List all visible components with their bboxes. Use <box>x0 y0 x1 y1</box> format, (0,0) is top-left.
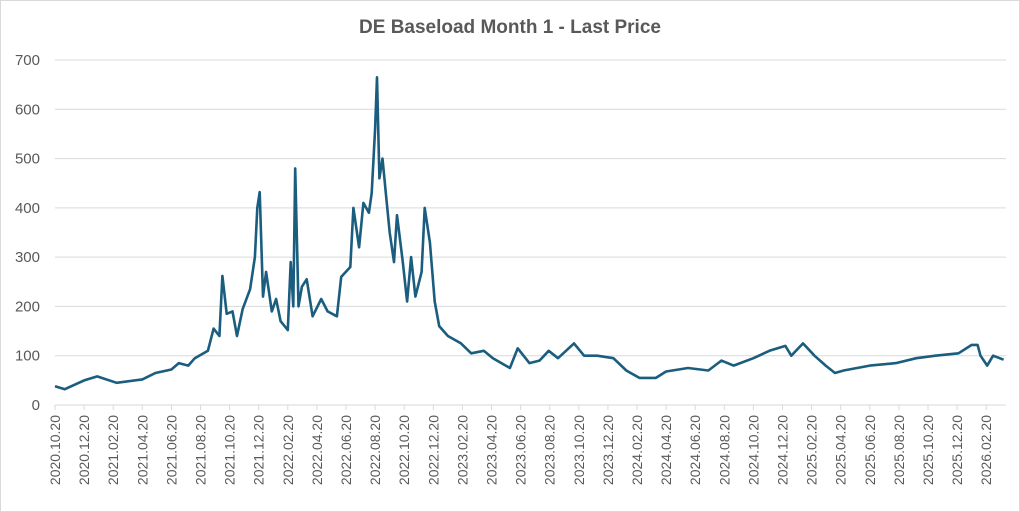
x-tick-label: 2025.06.20 <box>862 415 878 485</box>
y-tick-label: 600 <box>15 101 40 118</box>
x-axis: 2020.10.20 2020.12.20 2021.02.20 2021.04.20… <box>47 405 994 485</box>
x-tick-label: 2023.08.20 <box>542 415 558 485</box>
x-tick-label: 2022.10.20 <box>396 415 412 485</box>
x-tick-label: 2021.06.20 <box>163 415 179 485</box>
y-tick-label: 300 <box>15 249 40 266</box>
x-tick-label: 2022.06.20 <box>338 415 354 485</box>
x-tick-label: 2023.10.20 <box>571 415 587 485</box>
gridlines <box>55 59 1006 406</box>
x-tick-label: 2021.10.20 <box>222 415 238 485</box>
price-series-line <box>54 76 1005 391</box>
plot-area <box>54 76 1005 391</box>
x-tick-label: 2025.12.20 <box>949 415 965 485</box>
x-tick-label: 2021.02.20 <box>105 415 121 485</box>
x-tick-label: 2023.06.20 <box>513 415 529 485</box>
x-tick-label: 2025.04.20 <box>833 415 849 485</box>
x-tick-label: 2023.04.20 <box>484 415 500 485</box>
x-tick-label: 2023.02.20 <box>454 415 470 485</box>
x-tick-label: 2024.04.20 <box>658 415 674 485</box>
chart-title: DE Baseload Month 1 - Last Price <box>359 17 661 38</box>
x-tick-label: 2025.10.20 <box>920 415 936 485</box>
x-tick-label: 2025.08.20 <box>891 415 907 485</box>
y-tick-label: 100 <box>15 348 40 365</box>
x-tick-label: 2021.08.20 <box>193 415 209 485</box>
y-tick-label: 400 <box>15 200 40 217</box>
x-tick-label: 2024.10.20 <box>745 415 761 485</box>
x-tick-label: 2023.12.20 <box>600 415 616 485</box>
x-tick-label: 2026.02.20 <box>978 415 994 485</box>
y-tick-label: 200 <box>15 298 40 315</box>
x-tick-label: 2020.10.20 <box>47 415 63 485</box>
x-tick-label: 2024.08.20 <box>716 415 732 485</box>
x-tick-label: 2022.08.20 <box>367 415 383 485</box>
y-tick-label: 0 <box>32 397 40 414</box>
x-tick-label: 2022.02.20 <box>280 415 296 485</box>
x-tick-label: 2024.12.20 <box>775 415 791 485</box>
x-tick-label: 2025.02.20 <box>804 415 820 485</box>
x-tick-label: 2024.02.20 <box>629 415 645 485</box>
x-tick-label: 2021.12.20 <box>251 415 267 485</box>
y-tick-label: 700 <box>15 52 40 69</box>
y-tick-label: 500 <box>15 151 40 168</box>
x-tick-label: 2022.12.20 <box>425 415 441 485</box>
x-tick-label: 2024.06.20 <box>687 415 703 485</box>
y-axis: 0 100 200 300 400 500 600 700 <box>15 52 40 414</box>
x-tick-label: 2021.04.20 <box>134 415 150 485</box>
x-tick-label: 2022.04.20 <box>309 415 325 485</box>
x-tick-label: 2020.12.20 <box>76 415 92 485</box>
